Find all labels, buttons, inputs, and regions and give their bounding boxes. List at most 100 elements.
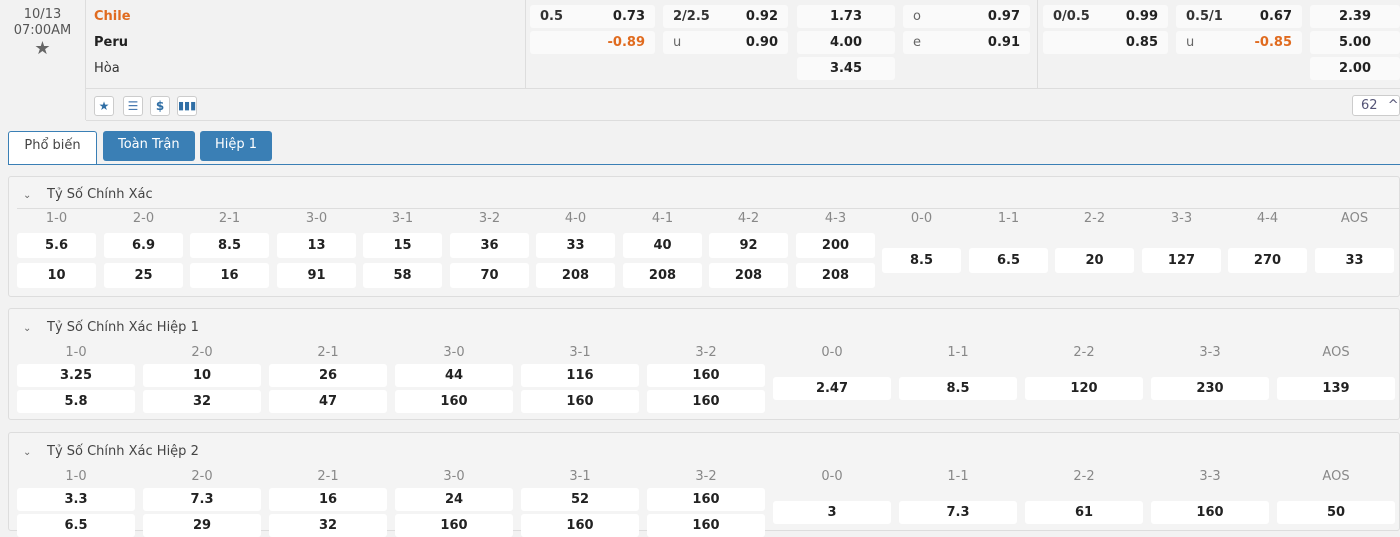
draw-odds-cell[interactable]: 2.47 xyxy=(773,377,891,400)
odds-cell[interactable]: 5.00 xyxy=(1310,31,1400,54)
draw-odds-cell[interactable]: 20 xyxy=(1055,248,1134,273)
draw-odds-cell[interactable]: 8.5 xyxy=(882,248,961,273)
draw-odds-cell[interactable]: 127 xyxy=(1142,248,1221,273)
odds-cell[interactable]: o 0.97 xyxy=(903,5,1030,28)
score-label: 2-1 xyxy=(317,469,339,484)
score-odds-cell[interactable]: 160 xyxy=(647,390,765,413)
score-odds-cell[interactable]: 3.3 xyxy=(17,488,135,511)
score-odds-cell[interactable]: 160 xyxy=(647,364,765,387)
odds-cell[interactable]: 0.5 0.73 xyxy=(530,5,655,28)
favorite-star-icon[interactable]: ★ xyxy=(94,96,114,116)
score-odds-cell[interactable]: 32 xyxy=(143,390,261,413)
score-odds-cell[interactable]: 6.9 xyxy=(104,233,183,258)
draw-odds-cell[interactable]: 160 xyxy=(1151,501,1269,524)
score-odds-cell[interactable]: 33 xyxy=(536,233,615,258)
score-odds-cell[interactable]: 70 xyxy=(450,263,529,288)
score-odds-cell[interactable]: 52 xyxy=(521,488,639,511)
score-odds-cell[interactable]: 6.5 xyxy=(17,514,135,537)
score-odds-cell[interactable]: 32 xyxy=(269,514,387,537)
score-odds-cell[interactable]: 208 xyxy=(796,263,875,288)
score-label: 3-1 xyxy=(391,211,414,226)
draw-odds-cell[interactable]: 50 xyxy=(1277,501,1395,524)
odds-cell[interactable]: 0.85 xyxy=(1043,31,1168,54)
match-datetime: 10/13 07:00AM ★ xyxy=(0,0,86,120)
score-odds-cell[interactable]: 16 xyxy=(190,263,269,288)
odds-cell[interactable]: e 0.91 xyxy=(903,31,1030,54)
score-odds-cell[interactable]: 208 xyxy=(536,263,615,288)
score-odds-cell[interactable]: 29 xyxy=(143,514,261,537)
score-label: 3-1 xyxy=(569,469,591,484)
odds-cell[interactable]: 2/2.5 0.92 xyxy=(663,5,788,28)
draw-odds-cell[interactable]: 8.5 xyxy=(899,377,1017,400)
score-odds-cell[interactable]: 8.5 xyxy=(190,233,269,258)
score-odds-cell[interactable]: 208 xyxy=(623,263,702,288)
tab-full-match[interactable]: Toàn Trận xyxy=(103,131,195,161)
stats-chart-icon[interactable]: ▮▮▮ xyxy=(177,96,197,116)
section-header[interactable]: ⌄ Tỷ Số Chính Xác xyxy=(23,187,153,202)
handicap-label: o xyxy=(913,9,921,24)
odds-cell[interactable]: -0.89 xyxy=(530,31,655,54)
market-section: ⌄ Tỷ Số Chính Xác Hiệp 1 1-0 3.25 5.8 2-0 10 32… xyxy=(8,308,1400,420)
section-header[interactable]: ⌄ Tỷ Số Chính Xác Hiệp 1 xyxy=(23,320,199,335)
section-header[interactable]: ⌄ Tỷ Số Chính Xác Hiệp 2 xyxy=(23,444,199,459)
score-odds-cell[interactable]: 92 xyxy=(709,233,788,258)
score-odds-cell[interactable]: 36 xyxy=(450,233,529,258)
draw-odds-cell[interactable]: 7.3 xyxy=(899,501,1017,524)
scoreboard-icon[interactable]: ☰ xyxy=(123,96,143,116)
more-markets-toggle[interactable]: 62 ^ xyxy=(1352,95,1400,116)
score-odds-cell[interactable]: 160 xyxy=(647,514,765,537)
tab-first-half[interactable]: Hiệp 1 xyxy=(200,131,273,161)
score-odds-cell[interactable]: 160 xyxy=(521,390,639,413)
odds-cell[interactable]: 3.45 xyxy=(797,57,895,80)
score-odds-cell[interactable]: 25 xyxy=(104,263,183,288)
score-label: 1-1 xyxy=(947,469,969,484)
score-odds-cell[interactable]: 15 xyxy=(363,233,442,258)
odds-cell[interactable]: 1.73 xyxy=(797,5,895,28)
chevron-down-icon: ⌄ xyxy=(23,190,32,201)
draw-odds-cell[interactable]: 120 xyxy=(1025,377,1143,400)
draw-odds-cell[interactable]: 230 xyxy=(1151,377,1269,400)
draw-odds-cell[interactable]: 3 xyxy=(773,501,891,524)
score-odds-cell[interactable]: 160 xyxy=(395,514,513,537)
dollar-icon[interactable]: $ xyxy=(150,96,170,116)
odds-value: 1.73 xyxy=(829,9,863,24)
score-odds-cell[interactable]: 91 xyxy=(277,263,356,288)
score-odds-cell[interactable]: 160 xyxy=(647,488,765,511)
draw-odds-cell[interactable]: 139 xyxy=(1277,377,1395,400)
draw-odds-cell[interactable]: 61 xyxy=(1025,501,1143,524)
score-odds-cell[interactable]: 58 xyxy=(363,263,442,288)
odds-cell[interactable]: 0/0.5 0.99 xyxy=(1043,5,1168,28)
score-odds-cell[interactable]: 160 xyxy=(521,514,639,537)
odds-value: 0.85 xyxy=(1125,35,1158,50)
odds-cell[interactable]: u -0.85 xyxy=(1176,31,1302,54)
odds-cell[interactable]: u 0.90 xyxy=(663,31,788,54)
score-odds-cell[interactable]: 116 xyxy=(521,364,639,387)
score-odds-cell[interactable]: 3.25 xyxy=(17,364,135,387)
favorite-star-icon[interactable]: ★ xyxy=(34,38,51,59)
score-odds-cell[interactable]: 5.8 xyxy=(17,390,135,413)
score-odds-cell[interactable]: 44 xyxy=(395,364,513,387)
score-odds-cell[interactable]: 7.3 xyxy=(143,488,261,511)
score-label: 3-2 xyxy=(695,345,717,360)
score-label: 2-1 xyxy=(218,211,241,226)
score-odds-cell[interactable]: 40 xyxy=(623,233,702,258)
draw-odds-cell[interactable]: 33 xyxy=(1315,248,1394,273)
draw-odds-cell[interactable]: 270 xyxy=(1228,248,1307,273)
score-odds-cell[interactable]: 26 xyxy=(269,364,387,387)
score-odds-cell[interactable]: 10 xyxy=(17,263,96,288)
odds-cell[interactable]: 2.39 xyxy=(1310,5,1400,28)
score-odds-cell[interactable]: 10 xyxy=(143,364,261,387)
odds-cell[interactable]: 0.5/1 0.67 xyxy=(1176,5,1302,28)
score-odds-cell[interactable]: 13 xyxy=(277,233,356,258)
score-odds-cell[interactable]: 16 xyxy=(269,488,387,511)
tab-popular[interactable]: Phổ biến xyxy=(8,131,97,165)
score-odds-cell[interactable]: 160 xyxy=(395,390,513,413)
score-odds-cell[interactable]: 47 xyxy=(269,390,387,413)
draw-odds-cell[interactable]: 6.5 xyxy=(969,248,1048,273)
odds-cell[interactable]: 2.00 xyxy=(1310,57,1400,80)
score-odds-cell[interactable]: 5.6 xyxy=(17,233,96,258)
score-odds-cell[interactable]: 208 xyxy=(709,263,788,288)
score-odds-cell[interactable]: 24 xyxy=(395,488,513,511)
score-odds-cell[interactable]: 200 xyxy=(796,233,875,258)
odds-cell[interactable]: 4.00 xyxy=(797,31,895,54)
